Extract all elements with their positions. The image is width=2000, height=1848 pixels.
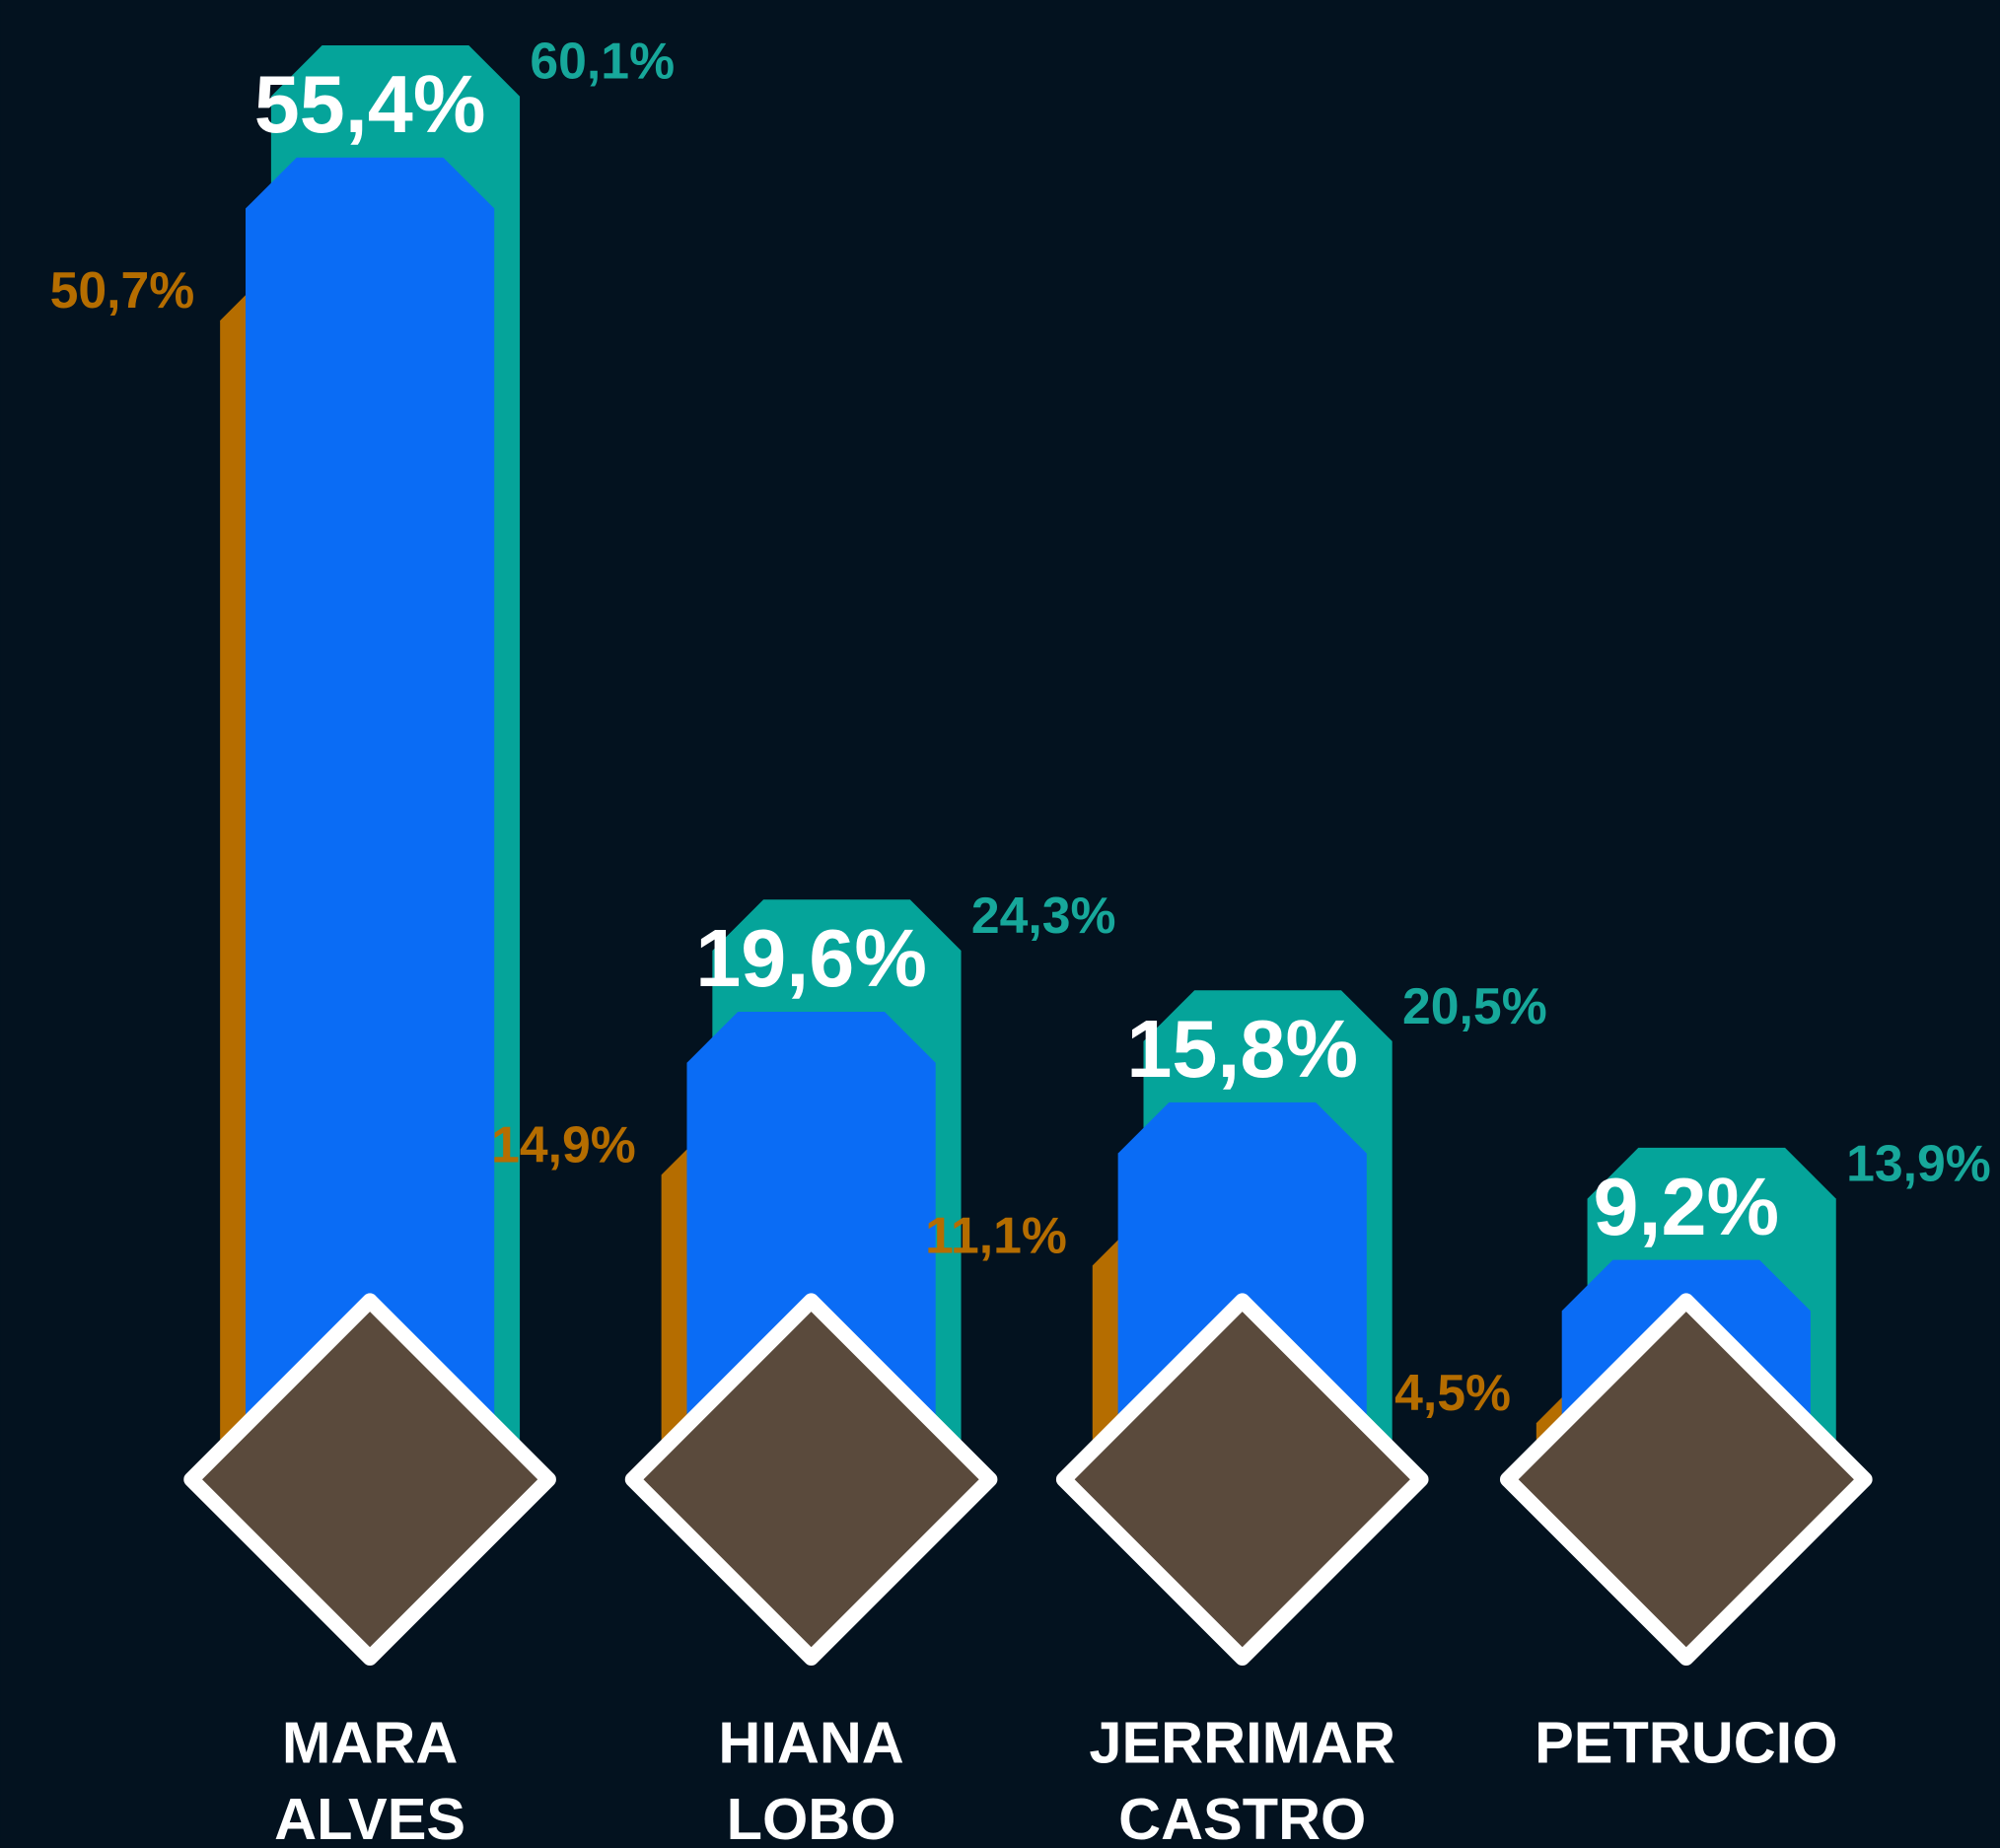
- x-tick-label: PETRUCIO: [1535, 1709, 1837, 1775]
- bar: [246, 157, 495, 1480]
- value-label: 4,5%: [1394, 1364, 1511, 1421]
- value-label: 50,7%: [50, 261, 195, 319]
- photo: [183, 1293, 556, 1667]
- value-label: 20,5%: [1402, 977, 1547, 1034]
- photo: [1499, 1293, 1873, 1667]
- name-line: ALVES: [274, 1786, 465, 1848]
- name-line: PETRUCIO: [1535, 1709, 1837, 1775]
- value-label: 11,1%: [925, 1206, 1067, 1263]
- photo: [624, 1293, 998, 1667]
- value-label: 55,4%: [254, 58, 486, 150]
- value-label: 24,3%: [971, 887, 1116, 944]
- value-label: 15,8%: [1126, 1003, 1358, 1095]
- value-label: 60,1%: [530, 33, 675, 90]
- name-line: LOBO: [727, 1786, 896, 1848]
- value-label: 14,9%: [491, 1115, 636, 1173]
- name-line: JERRIMAR: [1089, 1709, 1395, 1775]
- x-tick-label: HIANA LOBO: [718, 1709, 903, 1848]
- value-label: 13,9%: [1846, 1135, 1991, 1192]
- x-tick-label: MARA ALVES: [274, 1709, 465, 1848]
- name-line: MARA: [282, 1709, 458, 1775]
- value-label: 19,6%: [695, 912, 927, 1004]
- name-line: HIANA: [718, 1709, 903, 1775]
- value-label: 9,2%: [1593, 1161, 1779, 1252]
- name-line: CASTRO: [1118, 1786, 1366, 1848]
- photo: [1055, 1293, 1429, 1667]
- x-tick-label: JERRIMAR CASTRO: [1089, 1709, 1395, 1848]
